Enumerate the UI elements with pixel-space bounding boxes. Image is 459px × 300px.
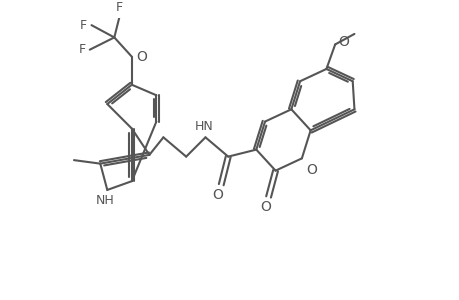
Text: NH: NH <box>96 194 115 207</box>
Text: O: O <box>260 200 271 214</box>
Text: O: O <box>337 35 348 49</box>
Text: O: O <box>212 188 223 202</box>
Text: F: F <box>80 19 87 32</box>
Text: O: O <box>136 50 146 64</box>
Text: F: F <box>116 1 123 13</box>
Text: HN: HN <box>194 120 213 133</box>
Text: O: O <box>305 163 316 177</box>
Text: F: F <box>78 43 85 56</box>
